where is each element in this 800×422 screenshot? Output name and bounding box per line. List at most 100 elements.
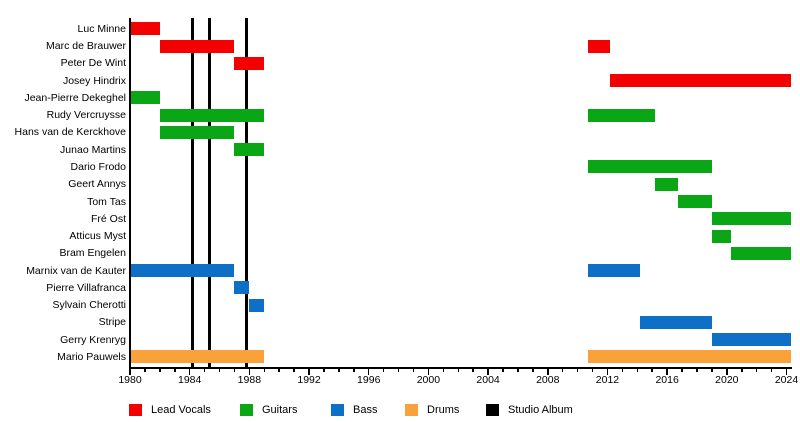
member-row-label: Fré Ost (90, 212, 126, 225)
x-major-tick (606, 369, 609, 375)
x-minor-tick (621, 369, 624, 372)
member-bar-guitars (731, 246, 791, 260)
member-bar-bass (711, 333, 791, 347)
x-major-tick (129, 369, 131, 375)
x-minor-tick (323, 369, 325, 372)
lead-vocals-swatch-icon (129, 404, 142, 416)
member-row-label: Junao Martins (60, 143, 126, 156)
x-major-tick (666, 369, 668, 375)
drums-swatch-icon (405, 404, 418, 416)
x-minor-tick (293, 369, 295, 372)
x-minor-tick (412, 369, 415, 372)
member-bar-bass (249, 298, 265, 312)
x-tick-label: 1984 (177, 374, 202, 386)
x-minor-tick (755, 369, 758, 372)
x-minor-tick (770, 369, 773, 372)
x-major-tick (427, 369, 430, 375)
x-major-tick (487, 369, 489, 375)
member-bar-bass (130, 264, 235, 278)
x-tick-label: 2016 (655, 374, 679, 386)
x-minor-tick (457, 369, 459, 372)
member-bar-guitars (159, 108, 265, 122)
member-bar-drums (130, 350, 265, 364)
x-minor-tick (382, 369, 385, 372)
x-minor-tick (711, 369, 713, 372)
member-bar-lead_vocals (234, 56, 265, 70)
x-minor-tick (532, 369, 534, 372)
x-tick-label: 1996 (357, 374, 381, 386)
member-bar-guitars (234, 143, 265, 157)
y-axis-line (128, 18, 131, 369)
member-bar-guitars (711, 212, 791, 226)
member-bar-guitars (655, 177, 678, 191)
studio-album-line (207, 18, 211, 369)
member-row-label: Tom Tas (87, 195, 126, 208)
x-minor-tick (576, 369, 579, 372)
member-row-label: Josey Hindrix (62, 74, 126, 87)
x-minor-tick (636, 369, 639, 372)
x-tick-label: 2000 (416, 374, 441, 386)
member-bar-lead_vocals (130, 22, 160, 36)
x-minor-tick (561, 369, 564, 372)
x-minor-tick (741, 369, 743, 372)
legend-label: Drums (427, 404, 460, 416)
member-row-label: Rudy Vercruysse (46, 109, 126, 122)
x-tick-label: 2008 (536, 374, 560, 386)
member-bar-guitars (159, 125, 235, 139)
x-minor-tick (218, 369, 221, 372)
guitars-swatch-icon (240, 404, 253, 416)
member-row-label: Marnix van de Kauter (26, 264, 126, 277)
member-bar-bass (234, 281, 250, 295)
x-minor-tick (263, 369, 266, 372)
x-minor-tick (233, 369, 236, 372)
member-row-label: Bram Engelen (59, 247, 126, 260)
member-row-label: Luc Minne (77, 22, 126, 35)
legend-label: Studio Album (508, 404, 573, 416)
x-minor-tick (472, 369, 474, 372)
x-major-tick (188, 369, 191, 375)
bass-swatch-icon (331, 404, 344, 416)
member-row-label: Pierre Villafranca (46, 281, 126, 294)
x-minor-tick (696, 369, 698, 372)
x-minor-tick (174, 369, 176, 372)
x-minor-tick (144, 369, 146, 372)
member-bar-bass (588, 264, 641, 278)
studio-album-swatch-icon (486, 404, 499, 416)
x-major-tick (367, 369, 370, 375)
legend-label: Lead Vocals (151, 404, 211, 416)
member-row-label: Gerry Krenryg (60, 333, 126, 346)
x-major-tick (248, 369, 251, 375)
member-row-label: Hans van de Kerckhove (14, 126, 126, 139)
studio-album-line (244, 18, 248, 369)
x-axis-line (128, 367, 792, 369)
member-row-label: Mario Pauwels (57, 350, 126, 363)
member-row-label: Geert Annys (68, 178, 126, 191)
x-tick-label: 2024 (774, 374, 799, 386)
x-minor-tick (203, 369, 206, 372)
x-tick-label: 2012 (595, 374, 620, 386)
x-tick-label: 2020 (715, 374, 739, 386)
member-bar-guitars (130, 91, 160, 105)
member-row-label: Marc de Brauwer (46, 40, 126, 53)
member-bar-bass (640, 315, 712, 329)
member-bar-drums (588, 350, 791, 364)
studio-album-line (191, 18, 195, 369)
x-tick-label: 1992 (297, 374, 321, 386)
x-minor-tick (278, 369, 280, 372)
member-bar-guitars (588, 108, 656, 122)
x-tick-label: 1988 (237, 374, 262, 386)
x-major-tick (785, 369, 788, 375)
member-row-label: Jean-Pierre Dekeghel (24, 91, 126, 104)
chart-legend: Lead Vocals Guitars Bass Drums Studio Al… (0, 402, 800, 422)
member-bar-lead_vocals (610, 74, 791, 88)
member-bar-lead_vocals (159, 39, 235, 53)
member-row-label: Stripe (98, 316, 126, 329)
x-minor-tick (502, 369, 504, 372)
member-row-label: Sylvain Cherotti (52, 299, 126, 312)
member-bar-guitars (677, 195, 712, 208)
member-row-label: Peter De Wint (60, 57, 126, 70)
x-tick-label: 2004 (476, 374, 500, 386)
x-major-tick (308, 369, 310, 375)
